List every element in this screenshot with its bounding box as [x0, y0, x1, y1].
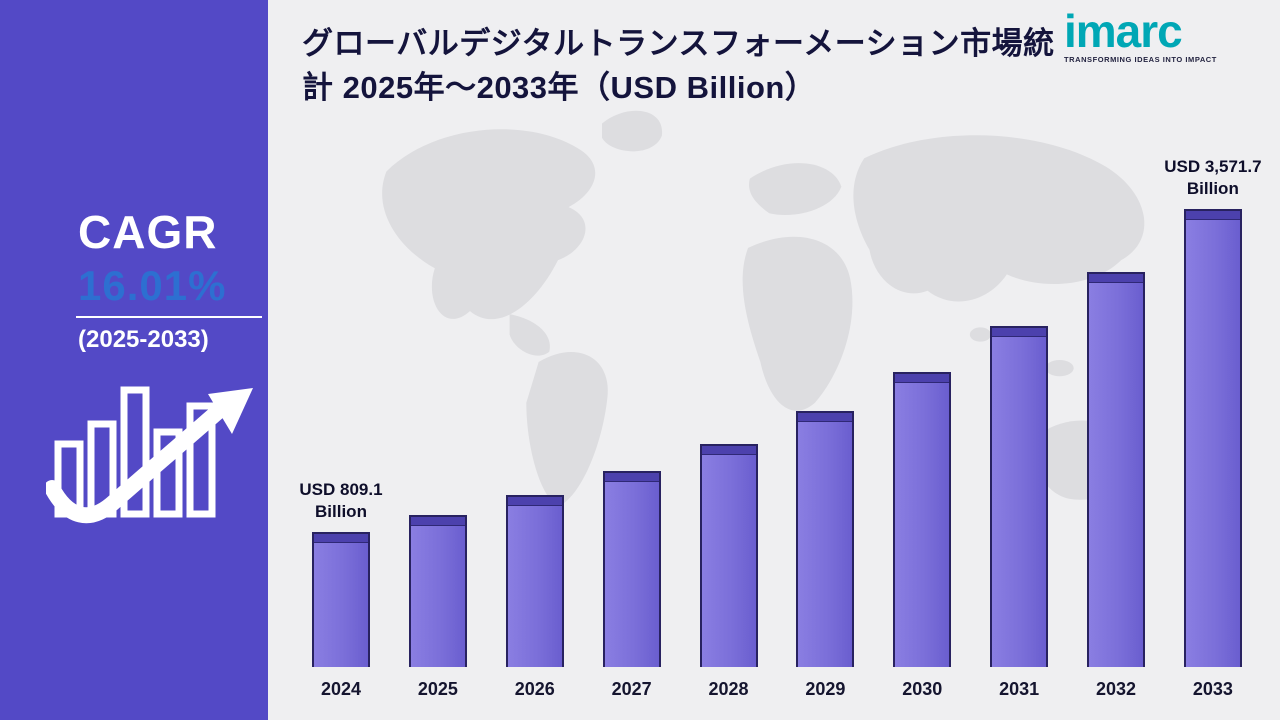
bar-value-label-2024: USD 809.1 Billion: [299, 480, 383, 522]
bar-2024: [312, 532, 370, 667]
bar-column-2030: 2030: [891, 319, 953, 700]
bars-row: USD 809.1 Billion 2024 2025 2026 2027 2028 202…: [299, 115, 1261, 700]
divider: [76, 316, 262, 318]
bar-column-2024: USD 809.1 Billion 2024: [299, 479, 382, 700]
year-label-2027: 2027: [611, 679, 652, 699]
cagr-label: CAGR: [78, 206, 218, 258]
year-label-2028: 2028: [708, 679, 749, 699]
bar-chart: USD 809.1 Billion 2024 2025 2026 2027 2028 202…: [299, 115, 1261, 700]
bar-column-2029: 2029: [794, 358, 856, 700]
year-label-2026: 2026: [514, 679, 555, 699]
bar-column-2031: 2031: [988, 273, 1050, 700]
imarc-brand-text: imarc: [1064, 5, 1183, 57]
year-label-2031: 2031: [999, 679, 1040, 699]
chart-area: グローバルデジタルトランスフォーメーション市場統計 2025年～2033年（US…: [268, 0, 1280, 720]
bar-2033: [1183, 209, 1242, 667]
year-label-2029: 2029: [805, 679, 846, 699]
world-map-watermark: [382, 110, 1145, 507]
bar-2026: [505, 495, 564, 667]
bar-column-2033: USD 3,571.7 Billion 2033: [1164, 156, 1261, 700]
bar-2030: [893, 372, 952, 667]
year-label-2024: 2024: [320, 679, 362, 699]
bar-2029: [796, 411, 855, 667]
bar-column-2025: 2025: [407, 462, 469, 700]
bar-2027: [602, 471, 661, 667]
imarc-logo: imarc TRANSFORMING IDEAS INTO IMPACT: [1064, 8, 1264, 64]
cagr-value: 16.01%: [78, 262, 227, 309]
imarc-tagline: TRANSFORMING IDEAS INTO IMPACT: [1064, 55, 1217, 64]
bar-value-label-2030: [852, 319, 992, 365]
bar-column-2028: 2028: [698, 391, 760, 700]
year-label-2032: 2032: [1095, 679, 1137, 699]
year-label-2033: 2033: [1192, 679, 1233, 699]
growth-chart-arrow-icon: [46, 386, 253, 524]
bar-value-label-2032: [1046, 219, 1186, 265]
year-label-2025: 2025: [417, 679, 458, 699]
cagr-period: (2025-2033): [78, 326, 209, 353]
bar-2031: [990, 326, 1049, 667]
bar-column-2032: 2032: [1085, 219, 1147, 700]
bar-value-label-2031: [949, 273, 1089, 319]
bar-column-2026: 2026: [504, 442, 566, 700]
bar-column-2027: 2027: [601, 418, 663, 700]
bar-2025: [408, 515, 467, 667]
cagr-sidebar: CAGR 16.01% (2025-2033): [0, 0, 268, 720]
bar-value-label-2033: USD 3,571.7 Billion: [1164, 157, 1262, 199]
year-label-2030: 2030: [902, 679, 943, 699]
chart-title: グローバルデジタルトランスフォーメーション市場統計 2025年～2033年（US…: [302, 26, 1055, 106]
bar-2028: [699, 444, 758, 667]
bar-2032: [1087, 272, 1145, 667]
